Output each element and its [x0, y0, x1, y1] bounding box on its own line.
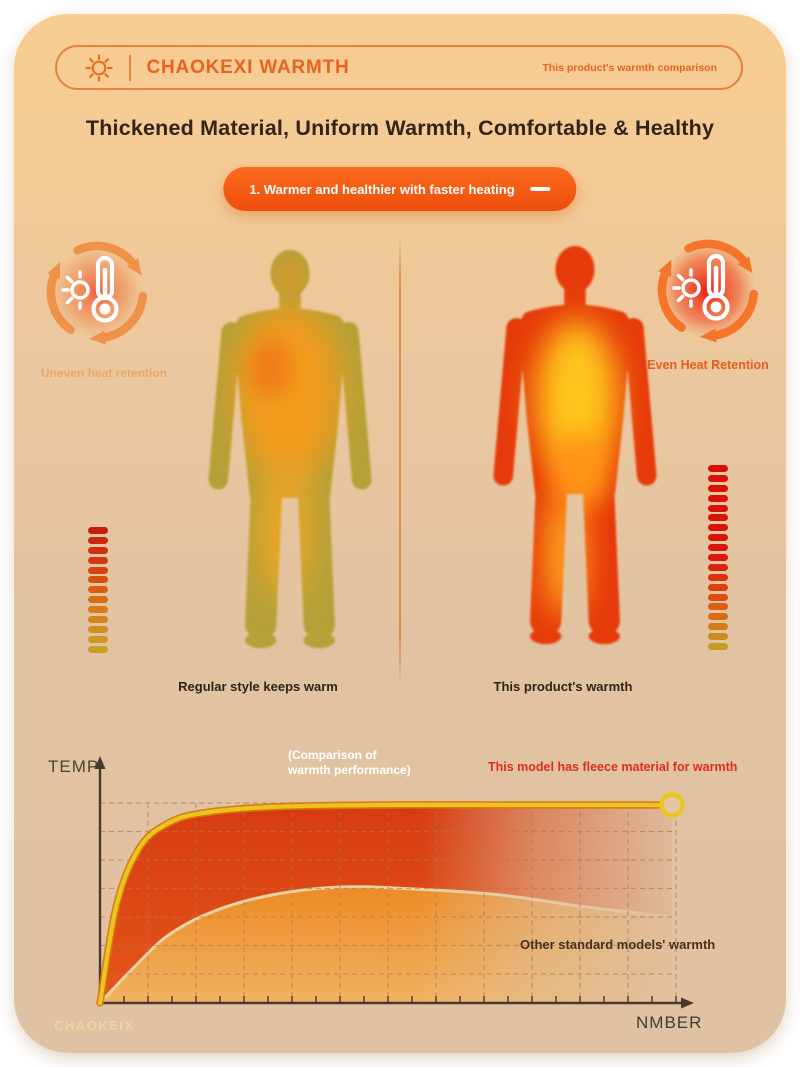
heat-segment — [708, 633, 728, 641]
left-caption: Regular style keeps warm — [178, 679, 338, 694]
heat-segment — [708, 524, 728, 532]
heat-segment — [708, 504, 728, 512]
heat-segment — [708, 643, 728, 651]
page-title: Thickened Material, Uniform Warmth, Comf… — [85, 116, 715, 140]
brand-watermark: CHAOKEIX — [54, 1018, 135, 1033]
heat-segment — [708, 623, 728, 631]
heat-segment — [708, 613, 728, 621]
sun-icon — [85, 53, 113, 82]
center-divider — [399, 233, 401, 689]
heat-segment — [88, 556, 108, 564]
heat-segment — [88, 527, 108, 534]
product-body-heatmap — [492, 245, 658, 645]
heat-segment — [88, 606, 108, 614]
heat-segment — [88, 635, 108, 643]
thermometer-sun-icon — [61, 255, 119, 323]
brand-header: CHAOKEXI WARMTH This product's warmth co… — [55, 45, 743, 90]
heat-scale-right — [708, 465, 728, 653]
y-axis-label: TEMP — [48, 757, 100, 776]
heat-segment — [708, 573, 728, 581]
heat-segment — [708, 554, 728, 562]
heat-scale-left — [88, 527, 108, 656]
heat-segment — [88, 576, 108, 584]
heat-segment — [708, 474, 728, 482]
heat-segment — [708, 544, 728, 552]
regular-body-heatmap — [207, 249, 373, 649]
heat-cycle-icon-right — [644, 226, 772, 354]
feature-button-label: 1. Warmer and healthier with faster heat… — [249, 181, 515, 197]
left-icon-label: Uneven heat retention — [40, 366, 168, 380]
heat-segment — [88, 586, 108, 594]
heat-segment — [708, 563, 728, 571]
heat-segment — [88, 625, 108, 633]
right-caption: This product's warmth — [493, 679, 633, 694]
header-divider — [129, 54, 131, 81]
brand-name: CHAOKEXI WARMTH — [146, 56, 350, 78]
heat-segment — [88, 566, 108, 574]
heat-segment — [708, 494, 728, 502]
heat-segment — [708, 484, 728, 492]
heat-segment — [708, 514, 728, 522]
heat-segment — [708, 583, 728, 591]
right-icon-label: Even Heat Retention — [647, 358, 769, 372]
thermometer-sun-icon — [672, 253, 730, 321]
heat-segment — [88, 616, 108, 624]
feature-button[interactable]: 1. Warmer and healthier with faster heat… — [223, 167, 577, 211]
heat-segment — [708, 465, 728, 472]
heat-segment — [708, 593, 728, 601]
heat-segment — [88, 546, 108, 554]
header-tagline: This product's warmth comparison — [542, 61, 717, 74]
x-axis-label: NMBER — [636, 1013, 703, 1032]
heat-segment — [88, 645, 108, 653]
heat-cycle-icon-left — [33, 228, 161, 356]
chart-note: (Comparison of warmth performance) — [288, 748, 411, 777]
series-main-label: This model has fleece material for warmt… — [488, 760, 738, 774]
heat-segment — [708, 534, 728, 542]
heat-segment — [88, 596, 108, 604]
minus-icon — [530, 187, 551, 191]
heat-segment — [88, 536, 108, 544]
series-other-label: Other standard models' warmth — [520, 937, 716, 952]
heat-segment — [708, 603, 728, 611]
